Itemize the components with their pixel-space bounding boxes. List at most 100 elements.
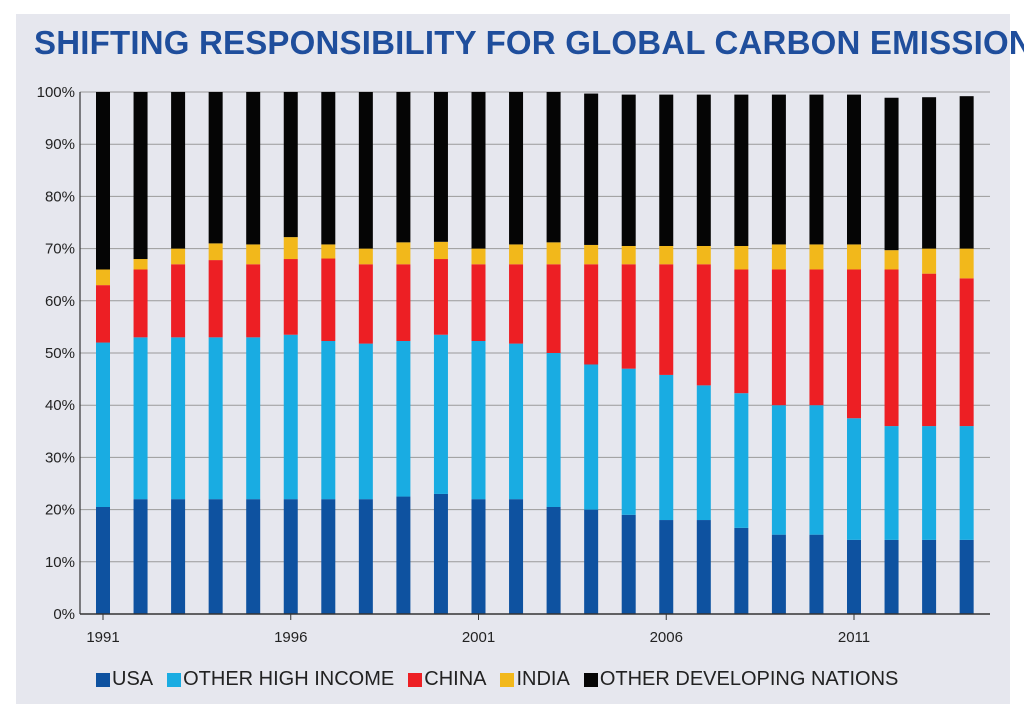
y-tick-label: 20% [45, 502, 75, 519]
bar-stack [246, 92, 261, 614]
bar-segment-china [621, 264, 636, 369]
bar-segment-china [696, 264, 711, 386]
y-tick-label: 50% [45, 345, 75, 362]
y-tick-label: 40% [45, 397, 75, 414]
legend-swatch [583, 672, 598, 687]
bar-segment-india [734, 245, 749, 270]
bar-segment-india [283, 237, 298, 260]
bar-segment-usa [546, 506, 561, 614]
bar-segment-other-high-income [208, 337, 223, 500]
bar-segment-india [696, 245, 711, 265]
legend-label: USA [112, 668, 154, 690]
bar-segment-india [433, 241, 448, 260]
bar-segment-other-high-income [133, 337, 148, 500]
bar-segment-india [959, 248, 974, 279]
bar-segment-india [509, 244, 524, 265]
bar-segment-other-high-income [358, 343, 373, 500]
bar-stack [847, 94, 861, 614]
bar-segment-india [847, 244, 861, 270]
y-tick-label: 100% [37, 84, 75, 101]
bar-segment-india [922, 248, 937, 274]
bar-segment-china [471, 264, 486, 341]
bar-segment-usa [621, 514, 636, 614]
bar-segment-other-developing-nations [922, 97, 937, 249]
bar-segment-usa [283, 499, 298, 614]
bar-segment-other-developing-nations [208, 92, 223, 244]
bar-segment-other-developing-nations [771, 94, 786, 245]
legend-label: OTHER DEVELOPING NATIONS [599, 668, 899, 690]
bar-segment-usa [734, 527, 749, 614]
bar-segment-other-high-income [433, 334, 448, 494]
x-tick-label: 1991 [86, 629, 119, 646]
bar-segment-china [771, 269, 786, 406]
bar-stack [922, 97, 937, 614]
legend-swatch [408, 672, 423, 687]
bar-stack [283, 92, 298, 614]
bar-segment-other-developing-nations [847, 94, 861, 245]
bar-stack [471, 92, 486, 614]
bar-segment-usa [584, 509, 599, 614]
bar-stack [208, 92, 223, 614]
bar-segment-other-developing-nations [396, 92, 411, 243]
bar-segment-other-high-income [884, 426, 899, 540]
bar-segment-other-developing-nations [133, 92, 148, 260]
bar-segment-china [884, 269, 899, 427]
bar-segment-other-high-income [809, 405, 824, 535]
bar-segment-usa [208, 499, 223, 614]
bar-stack [884, 97, 899, 614]
bar-segment-china [509, 264, 524, 344]
bar-stack [959, 96, 974, 614]
bar-stack [546, 92, 561, 614]
bar-segment-usa [133, 499, 148, 614]
axes [79, 92, 990, 615]
grid-lines [80, 91, 990, 563]
bar-segment-other-high-income [621, 368, 636, 515]
bar-segment-india [133, 259, 148, 270]
bar-segment-china [283, 259, 298, 335]
bar-segment-india [171, 248, 186, 265]
bar-segment-other-developing-nations [696, 94, 711, 246]
bar-segment-usa [433, 493, 448, 614]
bar-segment-india [96, 269, 110, 286]
y-tick-label: 90% [45, 136, 75, 153]
bar-segment-other-high-income [396, 340, 411, 497]
bar-stack [771, 94, 786, 614]
bar-segment-usa [509, 499, 524, 614]
bar-segment-other-high-income [734, 393, 749, 528]
bar-segment-other-high-income [659, 374, 674, 521]
legend-item-usa: USA [96, 668, 153, 691]
bar-segment-china [847, 269, 861, 419]
bar-segment-china [133, 269, 148, 338]
bar-segment-usa [471, 499, 486, 614]
bar-segment-china [959, 278, 974, 427]
bar-segment-other-developing-nations [509, 92, 524, 245]
bar-segment-other-developing-nations [471, 92, 486, 249]
bar-segment-china [433, 259, 448, 335]
bar-segment-other-high-income [246, 337, 261, 500]
bar-segment-india [584, 244, 599, 265]
bar-segment-china [809, 269, 824, 406]
bar-segment-india [246, 244, 261, 265]
legend-label: OTHER HIGH INCOME [183, 668, 395, 690]
y-tick-label: 60% [45, 293, 75, 310]
bar-segment-usa [922, 539, 937, 614]
bar-segment-india [471, 248, 486, 265]
legend-item-india: INDIA [500, 668, 570, 691]
y-tick-label: 30% [45, 449, 75, 466]
legend-swatch [500, 672, 515, 687]
bar-segment-other-developing-nations [433, 92, 448, 242]
bar-segment-usa [884, 539, 899, 614]
bar-segment-usa [659, 520, 674, 614]
bar-segment-india [396, 242, 411, 265]
bar-segment-usa [696, 520, 711, 614]
bar-stack [584, 93, 599, 614]
bar-segment-other-high-income [321, 340, 336, 500]
legend-label: INDIA [516, 668, 570, 690]
bar-stack [509, 92, 524, 614]
bar-stack [171, 92, 186, 614]
bar-segment-other-developing-nations [358, 92, 373, 249]
bar-segment-usa [321, 499, 336, 614]
bar-segment-usa [771, 534, 786, 614]
y-tick-label: 80% [45, 188, 75, 205]
